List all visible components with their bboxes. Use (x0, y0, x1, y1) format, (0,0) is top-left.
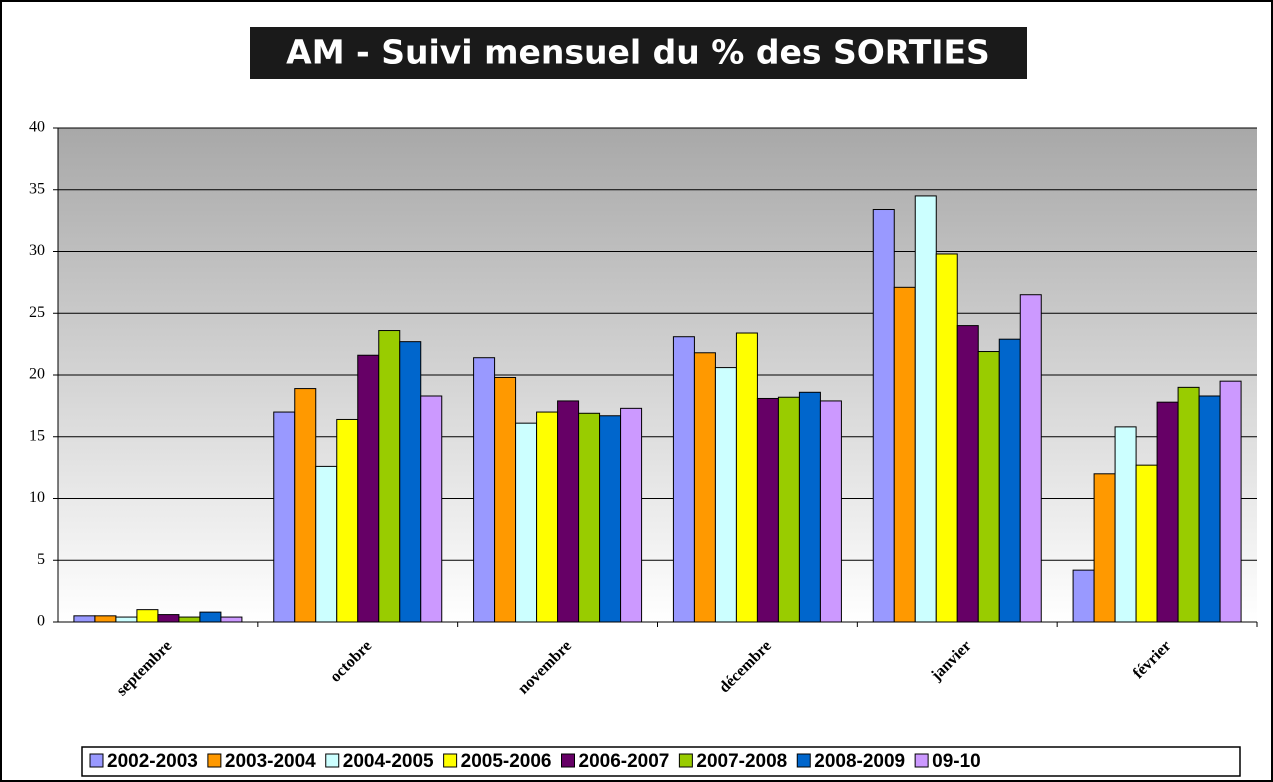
legend-label: 2005-2006 (461, 751, 552, 772)
bar (420, 395, 443, 623)
bar (73, 615, 96, 623)
bar (157, 614, 180, 623)
bar (115, 616, 138, 623)
y-tick-label: 15 (29, 427, 45, 444)
y-tick-label: 40 (29, 119, 45, 136)
bar (557, 400, 580, 623)
bar (1093, 473, 1116, 623)
legend-label: 2002-2003 (107, 751, 198, 772)
title-box (250, 27, 1027, 79)
bar (1156, 401, 1179, 623)
y-tick-label: 30 (29, 242, 45, 259)
legend-swatch (914, 753, 929, 768)
bar (1177, 386, 1200, 623)
bar (672, 336, 695, 623)
bar (378, 330, 401, 623)
bar (178, 616, 201, 623)
bar (220, 616, 243, 623)
bar (1219, 380, 1242, 623)
bar (399, 341, 422, 623)
legend-swatch (89, 753, 104, 768)
bar (977, 351, 1000, 623)
bar (872, 209, 895, 623)
legend-swatch (443, 753, 458, 768)
bar (336, 418, 359, 623)
legend-label: 2006-2007 (579, 751, 670, 772)
legend-swatch (325, 753, 340, 768)
y-tick-label: 5 (37, 551, 45, 568)
bar (473, 357, 496, 623)
bar (315, 465, 338, 623)
legend-label: 2003-2004 (225, 751, 316, 772)
bar (1135, 464, 1158, 623)
bar (998, 338, 1021, 623)
legend-swatch (561, 753, 575, 768)
bar (798, 391, 821, 623)
bar (536, 411, 559, 623)
bar (578, 412, 601, 623)
bar (494, 376, 517, 623)
bar (620, 407, 643, 623)
bar (893, 286, 916, 623)
chart-title: AM - Suivi mensuel du % des SORTIES (286, 33, 990, 72)
bar (819, 400, 842, 623)
bar (693, 352, 716, 623)
bar (735, 332, 758, 623)
bar (94, 615, 117, 623)
legend-label: 2004-2005 (343, 751, 434, 772)
bar (777, 396, 800, 623)
bar (956, 325, 979, 623)
bar (294, 388, 317, 623)
legend (81, 746, 1241, 777)
legend-label: 2007-2008 (696, 751, 787, 772)
y-tick-label: 25 (29, 304, 45, 321)
bar (199, 611, 222, 623)
bar (1072, 569, 1095, 623)
bar (756, 397, 779, 623)
bar (136, 609, 159, 623)
bar (357, 354, 380, 623)
bar (273, 411, 296, 623)
bar (599, 415, 622, 623)
bar (1198, 395, 1221, 623)
bar (935, 253, 958, 623)
legend-swatch (796, 753, 811, 768)
legend-label: 09-10 (932, 751, 981, 772)
legend-swatch (207, 753, 222, 768)
bar (1019, 294, 1042, 623)
y-tick-label: 20 (29, 366, 45, 383)
bar (914, 195, 937, 623)
bar (1114, 426, 1137, 623)
bar (515, 422, 538, 623)
legend-swatch (678, 753, 693, 768)
y-tick-label: 0 (37, 613, 45, 630)
y-tick-label: 35 (29, 180, 45, 197)
bar (714, 367, 737, 623)
legend-label: 2008-2009 (814, 751, 905, 772)
y-tick-label: 10 (29, 489, 45, 506)
